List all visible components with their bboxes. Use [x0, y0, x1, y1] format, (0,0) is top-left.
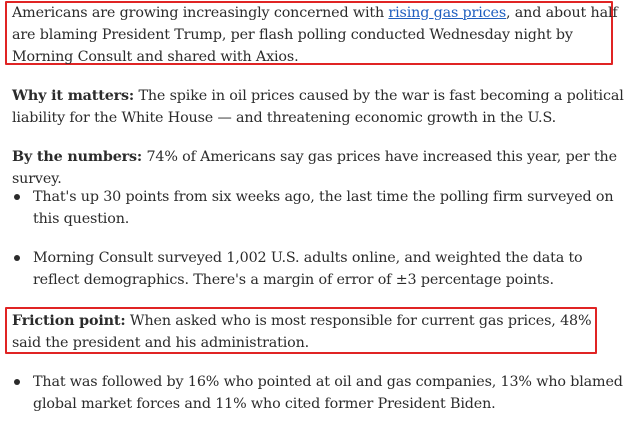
- friction-point-lead: Friction point:: [12, 313, 126, 329]
- bullet-icon: [14, 255, 20, 261]
- friction-point-paragraph: Friction point: When asked who is most r…: [12, 310, 596, 354]
- by-the-numbers-text: 74% of Americans say gas prices have inc…: [12, 149, 617, 187]
- bullet-icon: [14, 194, 20, 200]
- rising-gas-prices-link[interactable]: rising gas prices: [388, 5, 507, 21]
- by-the-numbers-lead: By the numbers:: [12, 149, 143, 165]
- why-it-matters-text: The spike in oil prices caused by the wa…: [12, 88, 624, 126]
- why-it-matters-lead: Why it matters:: [12, 88, 135, 104]
- list-item: That's up 30 points from six weeks ago, …: [12, 186, 632, 230]
- bullet-text: That was followed by 16% who pointed at …: [33, 374, 623, 412]
- list-item: That was followed by 16% who pointed at …: [12, 371, 632, 415]
- why-it-matters-paragraph: Why it matters: The spike in oil prices …: [12, 85, 634, 129]
- bullet-text: That's up 30 points from six weeks ago, …: [33, 189, 614, 227]
- intro-text-after: , and about half are blaming President T…: [12, 5, 618, 65]
- friction-point-text: When asked who is most responsible for c…: [12, 313, 592, 351]
- list-item: Morning Consult surveyed 1,002 U.S. adul…: [12, 247, 632, 291]
- bullet-icon: [14, 379, 20, 385]
- by-the-numbers-paragraph: By the numbers: 74% of Americans say gas…: [12, 146, 634, 190]
- bullet-text: Morning Consult surveyed 1,002 U.S. adul…: [33, 250, 583, 288]
- intro-text-before: Americans are growing increasingly conce…: [12, 5, 389, 21]
- intro-paragraph: Americans are growing increasingly conce…: [12, 2, 634, 68]
